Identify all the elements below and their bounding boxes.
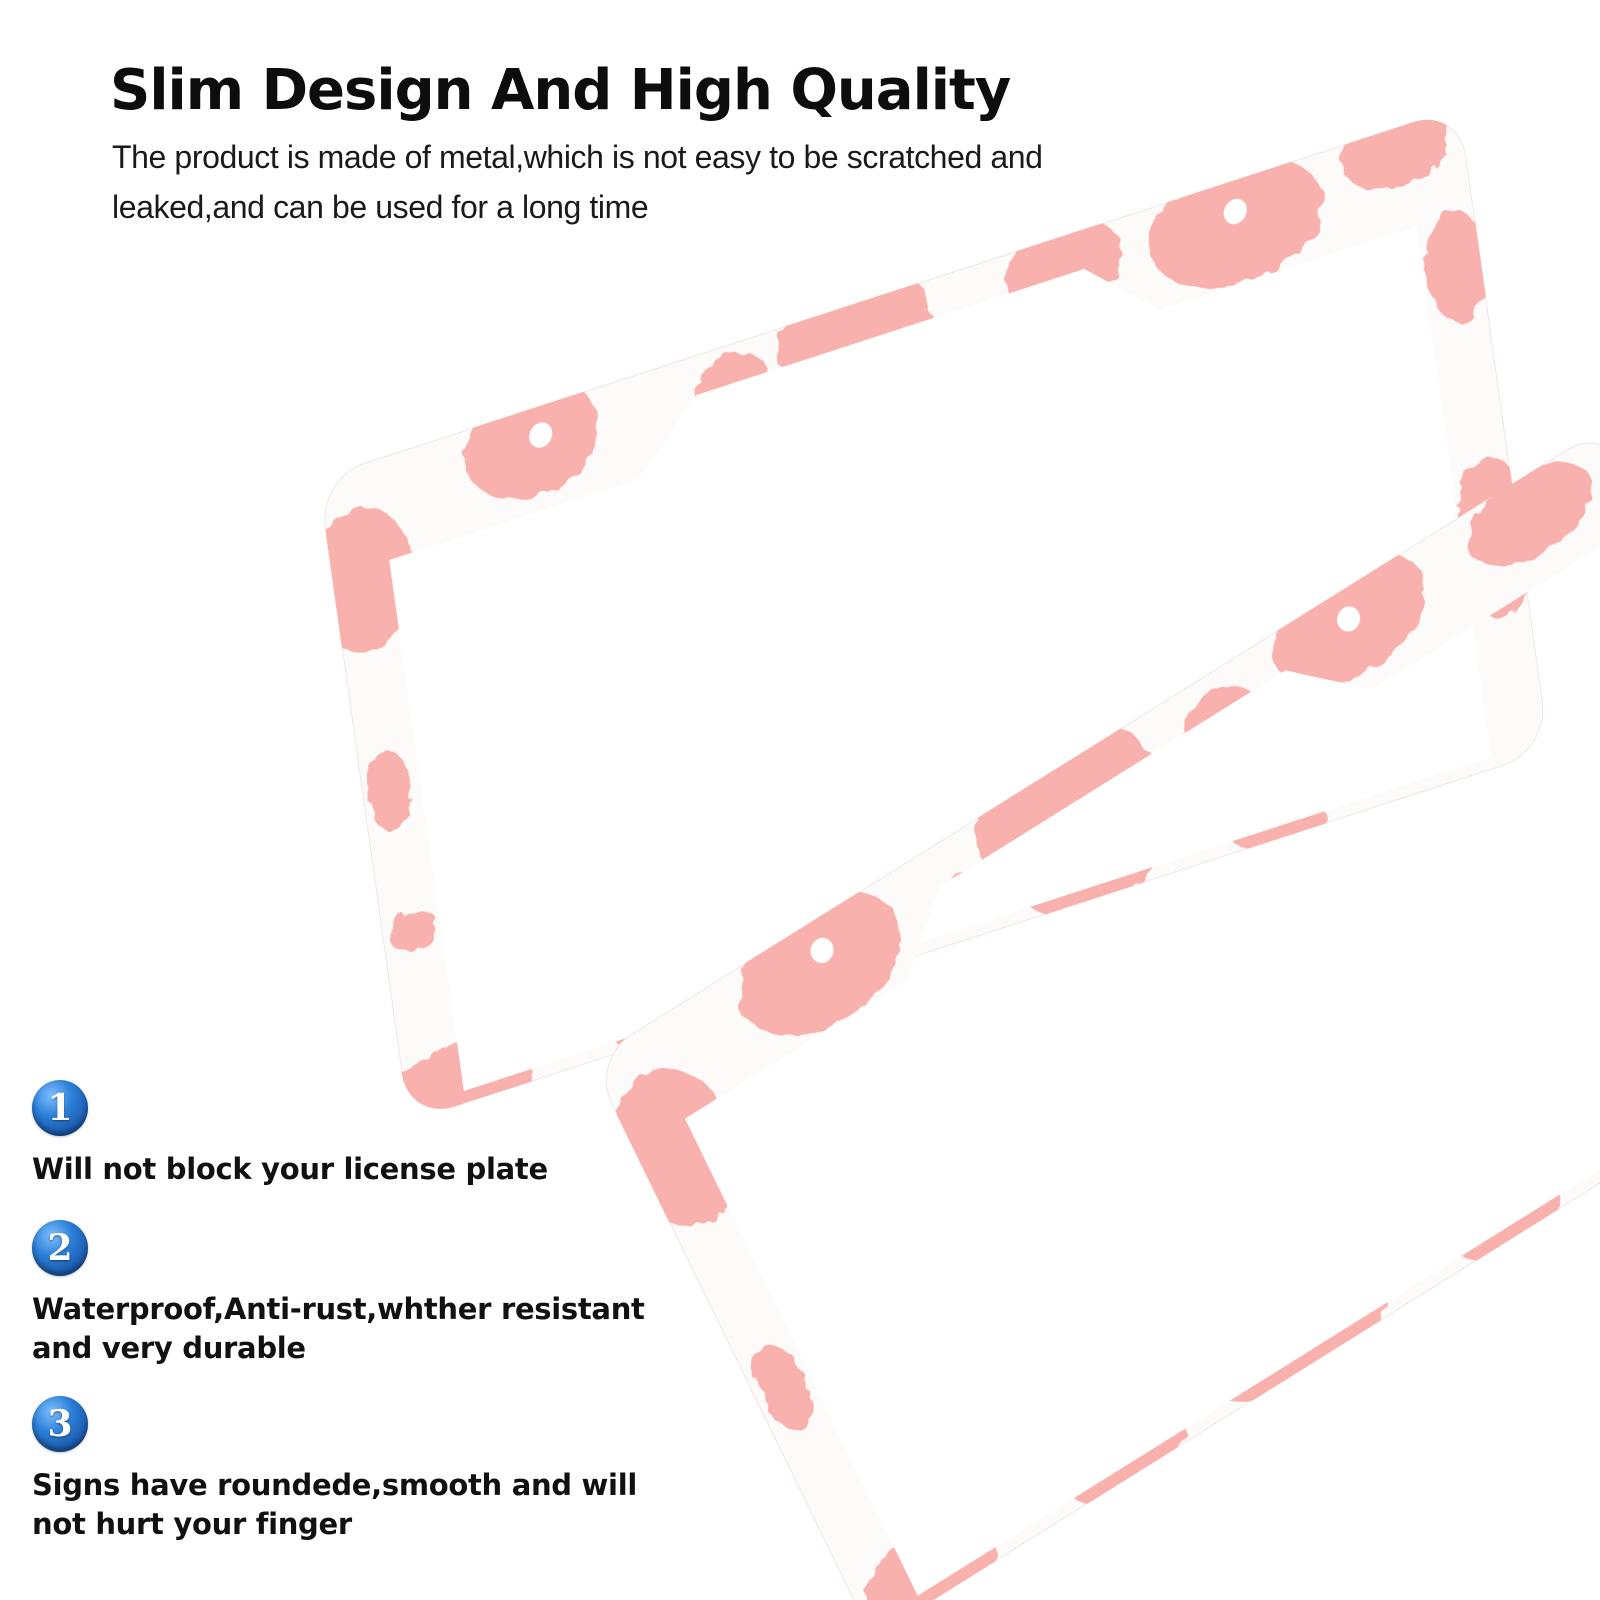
page-title: Slim Design And High Quality xyxy=(110,58,1011,123)
page-subtitle: The product is made of metal,which is no… xyxy=(112,139,1043,225)
feature-text-2: Waterproof,Anti-rust,whther resistant an… xyxy=(32,1292,645,1365)
feature-item-2: 2 Waterproof,Anti-rust,whther resistant … xyxy=(32,1220,672,1368)
number-badge-2: 2 xyxy=(32,1220,88,1276)
number-badge-1: 1 xyxy=(32,1080,88,1136)
feature-text-3: Signs have roundede,smooth and will not … xyxy=(32,1468,637,1541)
feature-text-1: Will not block your license plate xyxy=(32,1152,548,1186)
number-badge-3: 3 xyxy=(32,1396,88,1452)
feature-item-1: 1 Will not block your license plate xyxy=(32,1080,672,1189)
feature-item-3: 3 Signs have roundede,smooth and will no… xyxy=(32,1396,672,1544)
front-frame xyxy=(605,441,1600,1600)
